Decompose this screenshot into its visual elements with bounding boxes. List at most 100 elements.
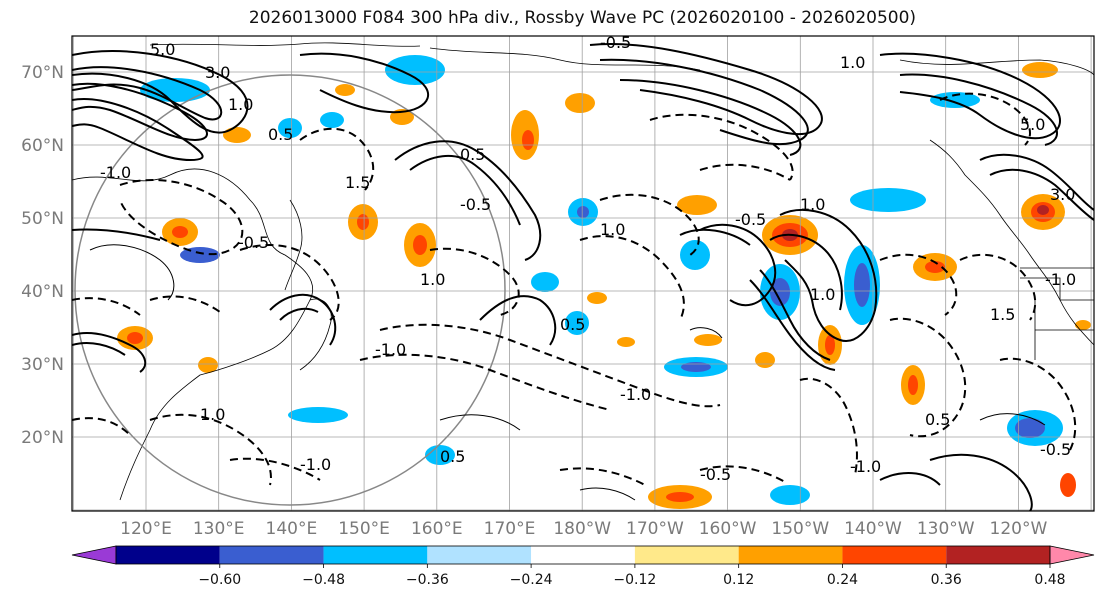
contour-label: -1.0 (1045, 270, 1076, 289)
contour-label: 1.0 (810, 285, 835, 304)
contour-label: 0.5 (560, 315, 585, 334)
shade-neg (278, 118, 302, 138)
shade-neg (1015, 418, 1045, 438)
coastlines (72, 42, 1094, 501)
shade-neg (320, 112, 344, 128)
shade-neg (850, 188, 926, 212)
contour-label: 1.0 (840, 53, 865, 72)
shade-pos (908, 375, 918, 395)
shade-neg (680, 240, 710, 270)
contour-label: 5.0 (150, 40, 175, 59)
latitude-labels: 70°N 60°N 50°N 40°N 30°N 20°N (21, 63, 64, 448)
contour-lines-negative (72, 92, 1077, 486)
gridlines (72, 36, 1094, 511)
shade-pos (335, 84, 355, 96)
shade-neg (425, 445, 455, 465)
region-circle (74, 74, 506, 506)
shade-neg (531, 272, 559, 292)
colorbar-outline (115, 545, 1051, 565)
map-title: 2026013000 F084 300 hPa div., Rossby Wav… (248, 8, 917, 28)
shade-pos (666, 492, 694, 502)
contour-label: 0.5 (460, 145, 485, 164)
contour-label: -0.5 (1040, 440, 1071, 459)
contour-label: 1.5 (990, 305, 1015, 324)
shade-neg (930, 92, 980, 108)
shade-neg (770, 485, 810, 505)
contour-labels: 5.0 3.0 1.0 0.5 1.5 -1.0 -0.5 1.0 -1.0 0.5 -1.0 -0.… (100, 36, 1076, 484)
lon-label: 130°E (193, 519, 245, 539)
lon-label: 120°W (990, 519, 1048, 539)
contour-label: 3.0 (205, 63, 230, 82)
lat-label: 30°N (21, 355, 64, 375)
contour-label: -1.0 (375, 340, 406, 359)
shade-pos (1060, 473, 1076, 497)
lat-label: 20°N (21, 428, 64, 448)
colorbar-bin (634, 546, 739, 564)
shade-neg (288, 407, 348, 423)
shade-neg (565, 311, 589, 335)
lat-label: 40°N (21, 282, 64, 302)
colorbar-bin (738, 546, 843, 564)
lon-label: 130°W (917, 519, 975, 539)
colorbar-tick-label: 0.24 (827, 572, 858, 588)
longitude-labels: 120°E 130°E 140°E 150°E 160°E 170°E 180°W 170°W… (120, 519, 1047, 539)
shade-pos (565, 93, 595, 113)
map-content: 5.0 3.0 1.0 0.5 1.5 -1.0 -0.5 1.0 -1.0 0.5 -1.0 -0.… (72, 36, 1094, 511)
colorbar: −0.60 −0.48 −0.36 −0.24 −0.12 0.12 0.24 0.36 0.4… (71, 545, 1095, 588)
colorbar-bin (323, 546, 428, 564)
shade-neg (681, 362, 711, 372)
map-border (71, 35, 1095, 512)
contour-label: -0.5 (238, 233, 269, 252)
contour-label: -1.0 (620, 385, 651, 404)
lat-label: 50°N (21, 209, 64, 229)
colorbar-tick-label: −0.60 (198, 572, 241, 588)
contour-label: 5.0 (1020, 115, 1045, 134)
shade-pos (755, 352, 775, 368)
contour-label: 1.0 (600, 220, 625, 239)
colorbar-bin (531, 546, 635, 564)
contour-label: -0.5 (460, 195, 491, 214)
shade-pos (522, 130, 534, 150)
contour-label: 0.5 (440, 447, 465, 466)
lon-label: 120°E (120, 519, 172, 539)
shade-neg (854, 263, 870, 307)
contour-label: 0.5 (925, 410, 950, 429)
shade-pos (413, 235, 427, 255)
colorbar-tick-label: −0.24 (510, 572, 553, 588)
contour-label: 0.5 (268, 125, 293, 144)
contour-label: 1.5 (345, 173, 370, 192)
lon-label: 170°E (484, 519, 536, 539)
contour-label: -1.0 (850, 457, 881, 476)
contour-label: -1.0 (100, 163, 131, 182)
contour-label: 1.0 (228, 95, 253, 114)
shade-pos (172, 226, 188, 238)
lat-label: 60°N (21, 136, 64, 156)
lon-label: 160°E (411, 519, 463, 539)
shade-neg (140, 78, 210, 102)
lon-label: 180°W (553, 519, 611, 539)
shade-pos (617, 337, 635, 347)
shade-pos (1075, 320, 1091, 330)
colorbar-extend-low (71, 545, 117, 565)
lon-label: 150°W (771, 519, 829, 539)
shade-pos (1037, 205, 1049, 215)
colorbar-tick-label: −0.36 (406, 572, 449, 588)
colorbar-tick-label: −0.48 (302, 572, 345, 588)
colorbar-extend-high (1049, 545, 1095, 565)
shade-neg (577, 206, 589, 218)
lon-label: 140°E (266, 519, 318, 539)
colorbar-tick-label: 0.48 (1034, 572, 1065, 588)
lon-label: 140°W (844, 519, 902, 539)
shade-pos (223, 127, 251, 143)
lon-label: 170°W (626, 519, 684, 539)
shade-pos (127, 332, 143, 344)
shade-neg (385, 55, 445, 85)
colorbar-bin (427, 546, 532, 564)
lat-label: 70°N (21, 63, 64, 83)
shade-pos (1022, 62, 1058, 78)
shade-pos (198, 357, 218, 373)
colorbar-bin (116, 546, 220, 564)
contour-label: 1.0 (800, 195, 825, 214)
contour-lines-thin (89, 244, 1046, 501)
